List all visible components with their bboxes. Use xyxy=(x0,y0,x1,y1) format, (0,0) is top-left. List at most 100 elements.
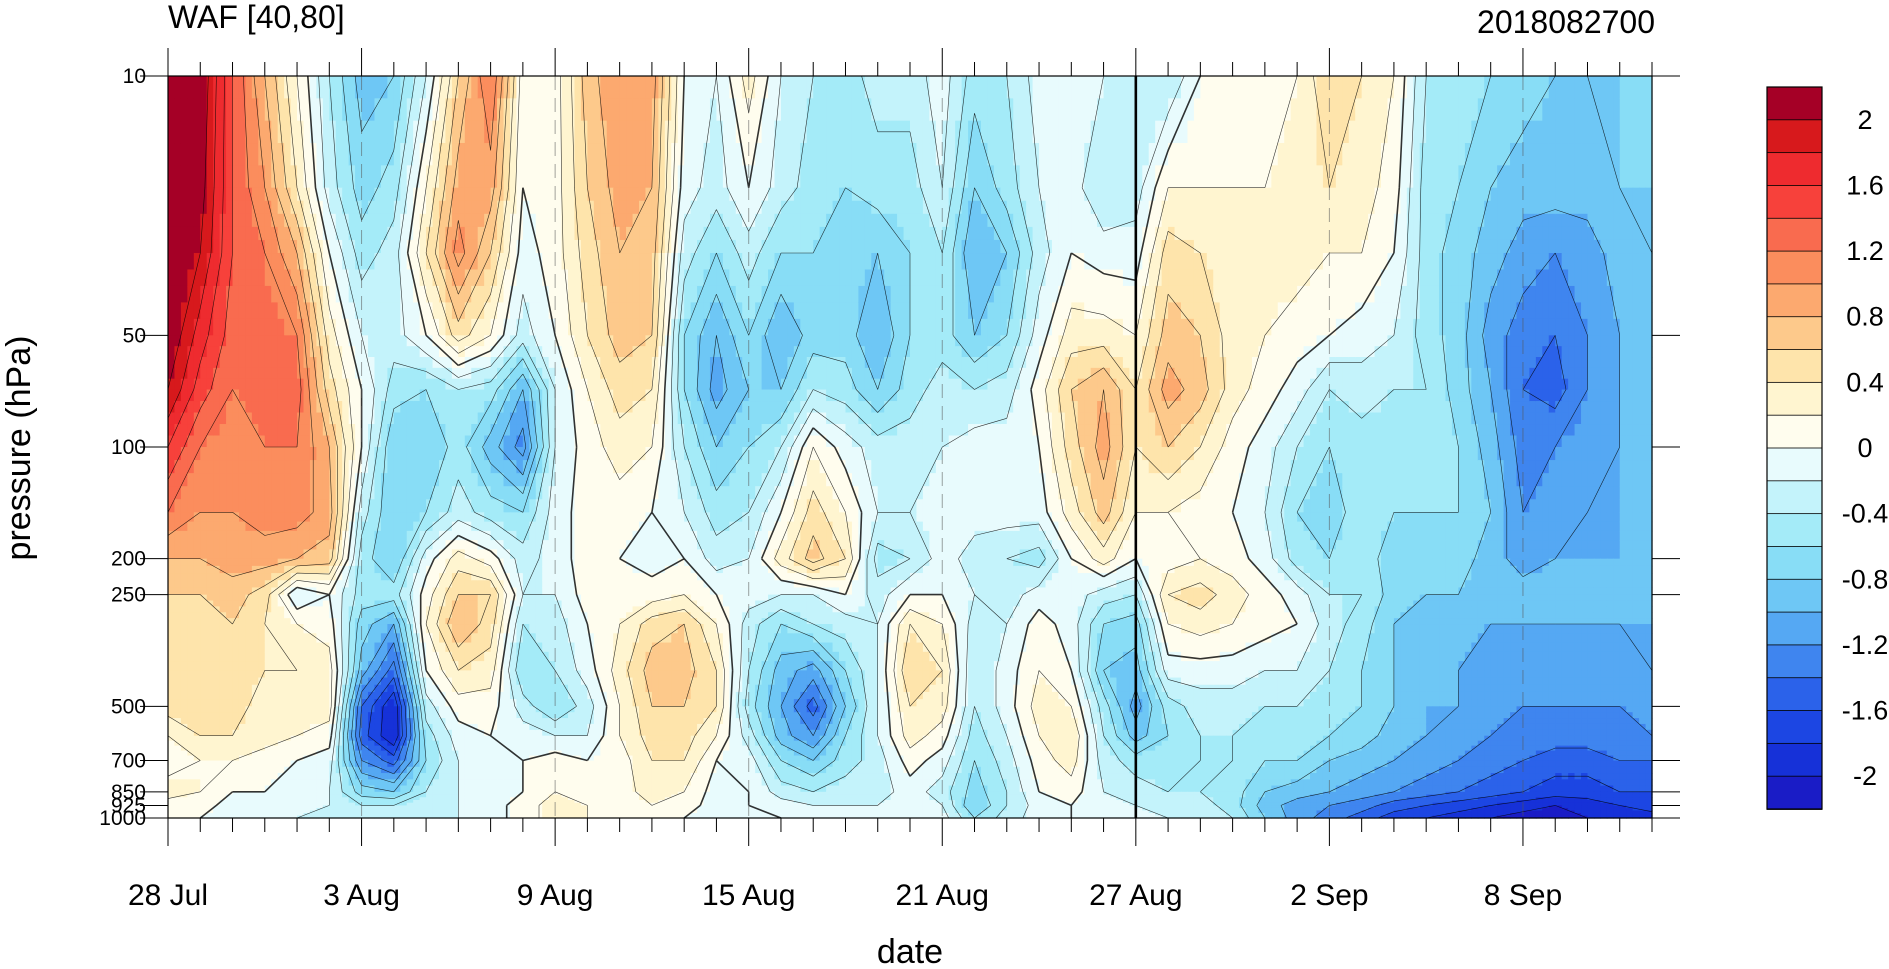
contour-cell xyxy=(232,750,240,757)
contour-cell xyxy=(464,723,472,731)
contour-cell xyxy=(548,618,556,625)
contour-cell xyxy=(322,723,330,731)
contour-cell xyxy=(335,239,343,254)
contour-cell xyxy=(187,378,195,391)
contour-cell xyxy=(561,587,569,596)
contour-cell xyxy=(419,573,427,581)
contour-cell xyxy=(174,285,182,303)
contour-cell xyxy=(387,802,395,807)
contour-cell xyxy=(284,335,292,347)
contour-cell xyxy=(490,285,498,303)
contour-cell xyxy=(555,378,563,391)
contour-cell xyxy=(335,684,343,693)
contour-cell xyxy=(458,253,466,271)
contour-cell xyxy=(264,794,272,798)
contour-cell xyxy=(264,612,272,619)
contour-cell xyxy=(174,521,182,532)
contour-cell xyxy=(206,143,214,166)
contour-cell xyxy=(464,346,472,358)
contour-cell xyxy=(374,723,382,731)
contour-cell xyxy=(471,530,479,541)
contour-cell xyxy=(471,558,479,567)
contour-cell xyxy=(187,367,195,380)
contour-cell xyxy=(580,558,588,567)
contour-cell xyxy=(535,335,543,347)
contour-cell xyxy=(464,447,472,461)
contour-cell xyxy=(445,815,453,819)
contour-cell xyxy=(264,755,272,762)
contour-cell xyxy=(232,785,240,793)
contour-cell xyxy=(342,797,350,801)
contour-cell xyxy=(438,661,447,671)
contour-cell xyxy=(535,357,543,369)
contour-cell xyxy=(342,677,350,686)
contour-cell xyxy=(432,812,440,817)
contour-cell xyxy=(516,815,524,819)
contour-cell xyxy=(309,269,317,287)
contour-cell xyxy=(400,549,408,560)
contour-cell xyxy=(342,76,350,99)
contour-cell xyxy=(574,318,582,336)
contour-cell xyxy=(245,815,253,819)
contour-cell xyxy=(361,799,369,804)
contour-cell xyxy=(361,750,369,757)
contour-cell xyxy=(413,729,421,737)
contour-cell xyxy=(322,499,330,513)
contour-cell xyxy=(413,165,421,189)
contour-cell xyxy=(484,549,492,560)
contour-cell xyxy=(555,318,563,336)
contour-cell xyxy=(561,521,569,532)
contour-cell xyxy=(509,773,518,780)
contour-cell xyxy=(329,745,337,752)
contour-cell xyxy=(484,766,492,774)
contour-cell xyxy=(238,773,247,780)
contour-cell xyxy=(432,797,440,801)
contour-cell xyxy=(168,773,176,780)
contour-cell xyxy=(284,794,292,798)
contour-cell xyxy=(413,794,421,798)
contour-cell xyxy=(490,791,498,796)
contour-cell xyxy=(303,755,311,762)
contour-cell xyxy=(380,740,388,747)
contour-cell xyxy=(297,642,305,653)
contour-cell xyxy=(426,745,434,752)
contour-cell xyxy=(238,346,247,358)
contour-cell xyxy=(251,670,259,679)
contour-cell xyxy=(348,253,356,271)
contour-cell xyxy=(509,253,518,271)
contour-cell xyxy=(206,76,214,99)
contour-cell xyxy=(251,797,259,801)
contour-cell xyxy=(361,807,369,812)
contour-cell xyxy=(361,187,369,202)
contour-cell xyxy=(516,302,524,320)
contour-cell xyxy=(251,706,259,713)
contour-cell xyxy=(426,773,434,780)
contour-cell xyxy=(284,755,292,762)
contour-cell xyxy=(284,791,292,796)
contour-cell xyxy=(355,661,363,671)
contour-cell xyxy=(509,389,518,402)
contour-cell xyxy=(464,120,472,144)
contour-cell xyxy=(419,779,427,787)
contour-cell xyxy=(348,651,356,662)
contour-cell xyxy=(316,612,324,619)
contour-cell xyxy=(419,165,427,189)
contour-cell xyxy=(277,213,285,228)
contour-cell xyxy=(316,750,324,757)
contour-cell xyxy=(542,745,550,752)
contour-cell xyxy=(174,661,182,671)
contour-cell xyxy=(297,253,305,271)
contour-cell xyxy=(277,812,285,817)
contour-cell xyxy=(574,302,582,320)
contour-cell xyxy=(238,606,247,613)
contour-cell xyxy=(413,699,421,707)
contour-cell xyxy=(180,807,188,812)
contour-cell xyxy=(477,98,485,122)
contour-cell xyxy=(168,799,176,804)
contour-cell xyxy=(426,699,434,707)
contour-cell xyxy=(213,473,221,487)
contour-cell xyxy=(522,606,530,613)
contour-cell xyxy=(342,302,350,320)
contour-cell xyxy=(522,670,530,679)
contour-cell xyxy=(245,549,253,560)
